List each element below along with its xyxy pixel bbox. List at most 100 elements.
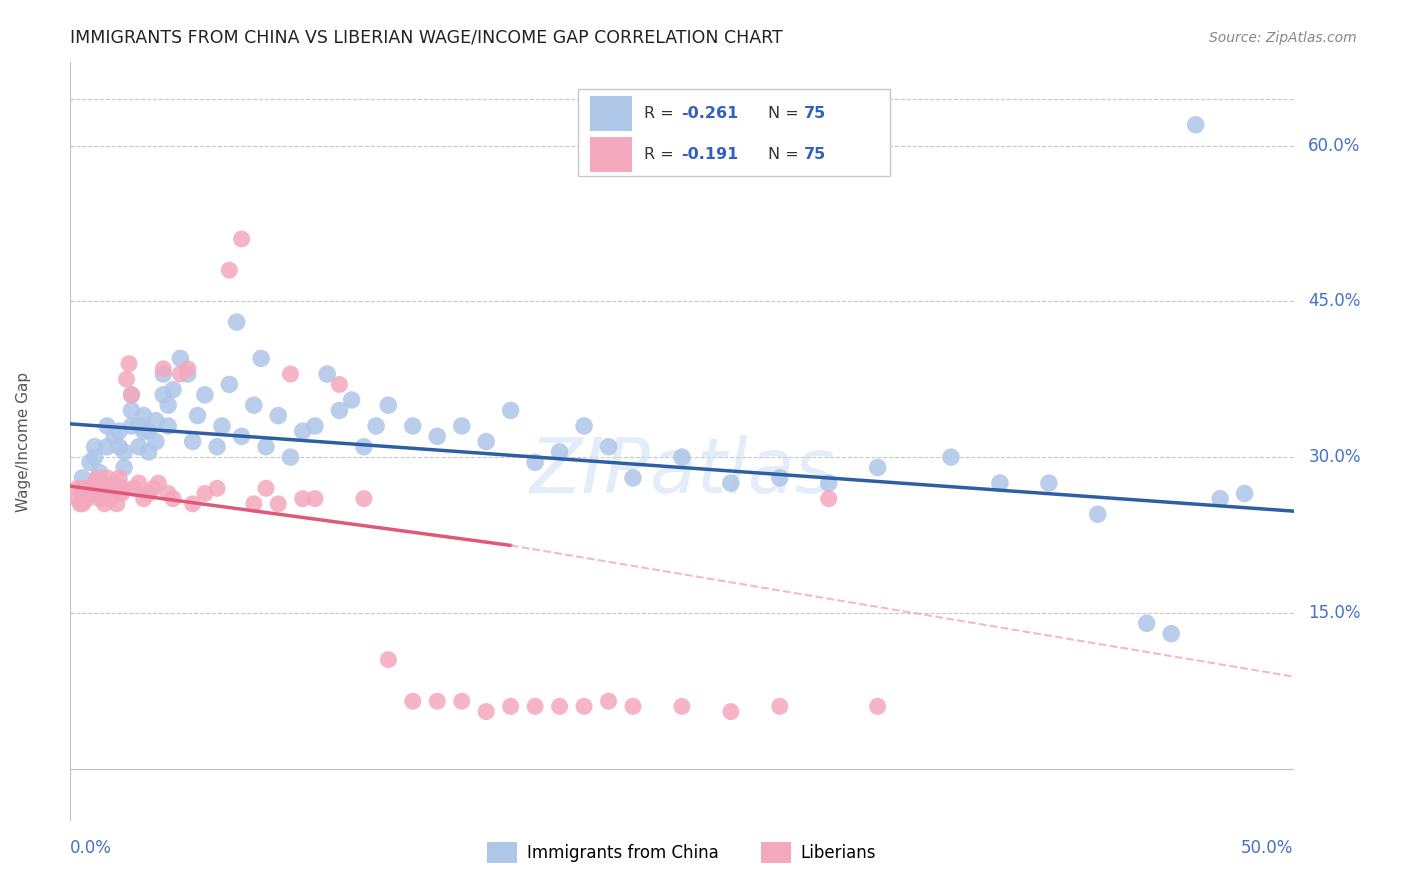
Point (939, 450, 962, 464)
Point (162, 491, 184, 506)
Point (121, 419, 143, 434)
Text: 15.0%: 15.0% (1308, 604, 1361, 622)
Point (96, 481, 118, 495)
Point (103, 486, 125, 500)
Point (254, 440, 277, 454)
Point (304, 419, 326, 434)
Point (1136, 616, 1159, 631)
Point (1160, 626, 1182, 640)
Point (98, 481, 121, 495)
Point (225, 315, 247, 329)
Point (598, 694, 620, 708)
Point (91, 476, 114, 491)
Point (548, 699, 571, 714)
Point (1233, 486, 1256, 500)
Point (267, 409, 290, 423)
Point (93, 497, 115, 511)
Point (101, 491, 124, 506)
Point (243, 497, 266, 511)
Point (1209, 491, 1232, 506)
Point (280, 450, 302, 464)
Point (122, 481, 145, 495)
Point (267, 497, 290, 511)
FancyBboxPatch shape (591, 137, 631, 172)
Point (112, 445, 135, 459)
Text: 45.0%: 45.0% (1308, 293, 1361, 310)
Point (96, 440, 118, 454)
Point (205, 440, 228, 454)
Point (450, 419, 472, 434)
Text: R =: R = (644, 106, 679, 121)
Point (66, 491, 89, 506)
Text: 0.0%: 0.0% (70, 839, 112, 857)
Point (304, 491, 326, 506)
Point (243, 398, 266, 412)
Point (83, 440, 105, 454)
Point (291, 424, 314, 438)
Legend: Immigrants from China, Liberians: Immigrants from China, Liberians (481, 836, 883, 869)
Point (132, 409, 155, 423)
FancyBboxPatch shape (578, 89, 890, 177)
Point (426, 694, 449, 708)
Point (112, 481, 135, 495)
Point (93, 486, 115, 500)
FancyBboxPatch shape (591, 96, 631, 131)
Point (450, 694, 472, 708)
Point (988, 476, 1011, 491)
Point (128, 476, 150, 491)
Text: N =: N = (768, 147, 803, 161)
Point (142, 481, 165, 495)
Text: N =: N = (768, 106, 803, 121)
Point (118, 357, 141, 371)
Point (231, 232, 253, 246)
Point (328, 377, 350, 392)
Text: Wage/Income Gap: Wage/Income Gap (17, 371, 31, 512)
Point (218, 377, 240, 392)
Point (598, 440, 620, 454)
Point (254, 481, 277, 495)
Point (328, 403, 350, 417)
Point (132, 424, 155, 438)
Point (366, 419, 388, 434)
Point (1184, 118, 1206, 132)
Point (426, 429, 449, 443)
Point (402, 694, 425, 708)
Point (82, 486, 104, 500)
Text: 75: 75 (804, 106, 827, 121)
Point (769, 699, 792, 714)
Point (72, 471, 94, 485)
Point (138, 445, 160, 459)
Point (340, 392, 363, 407)
Point (108, 440, 131, 454)
Point (66, 481, 89, 495)
Point (1038, 476, 1060, 491)
Point (83, 481, 105, 495)
Point (218, 263, 240, 277)
Point (181, 434, 204, 449)
Text: 30.0%: 30.0% (1308, 448, 1361, 467)
Point (89, 491, 111, 506)
Point (121, 388, 143, 402)
Point (128, 419, 150, 434)
Point (280, 367, 302, 381)
Point (177, 361, 200, 376)
Point (1087, 508, 1109, 522)
Point (475, 434, 498, 449)
Point (79, 486, 101, 500)
Point (83, 476, 105, 491)
Point (211, 419, 233, 434)
Point (250, 351, 273, 366)
Point (720, 476, 742, 491)
Point (353, 440, 375, 454)
Point (548, 445, 571, 459)
Point (138, 424, 160, 438)
Point (316, 367, 339, 381)
Point (621, 471, 644, 485)
Point (86, 471, 108, 485)
Point (76, 491, 98, 506)
Point (291, 491, 314, 506)
Point (162, 383, 184, 397)
Point (152, 367, 174, 381)
Point (817, 476, 839, 491)
Text: 75: 75 (804, 147, 827, 161)
